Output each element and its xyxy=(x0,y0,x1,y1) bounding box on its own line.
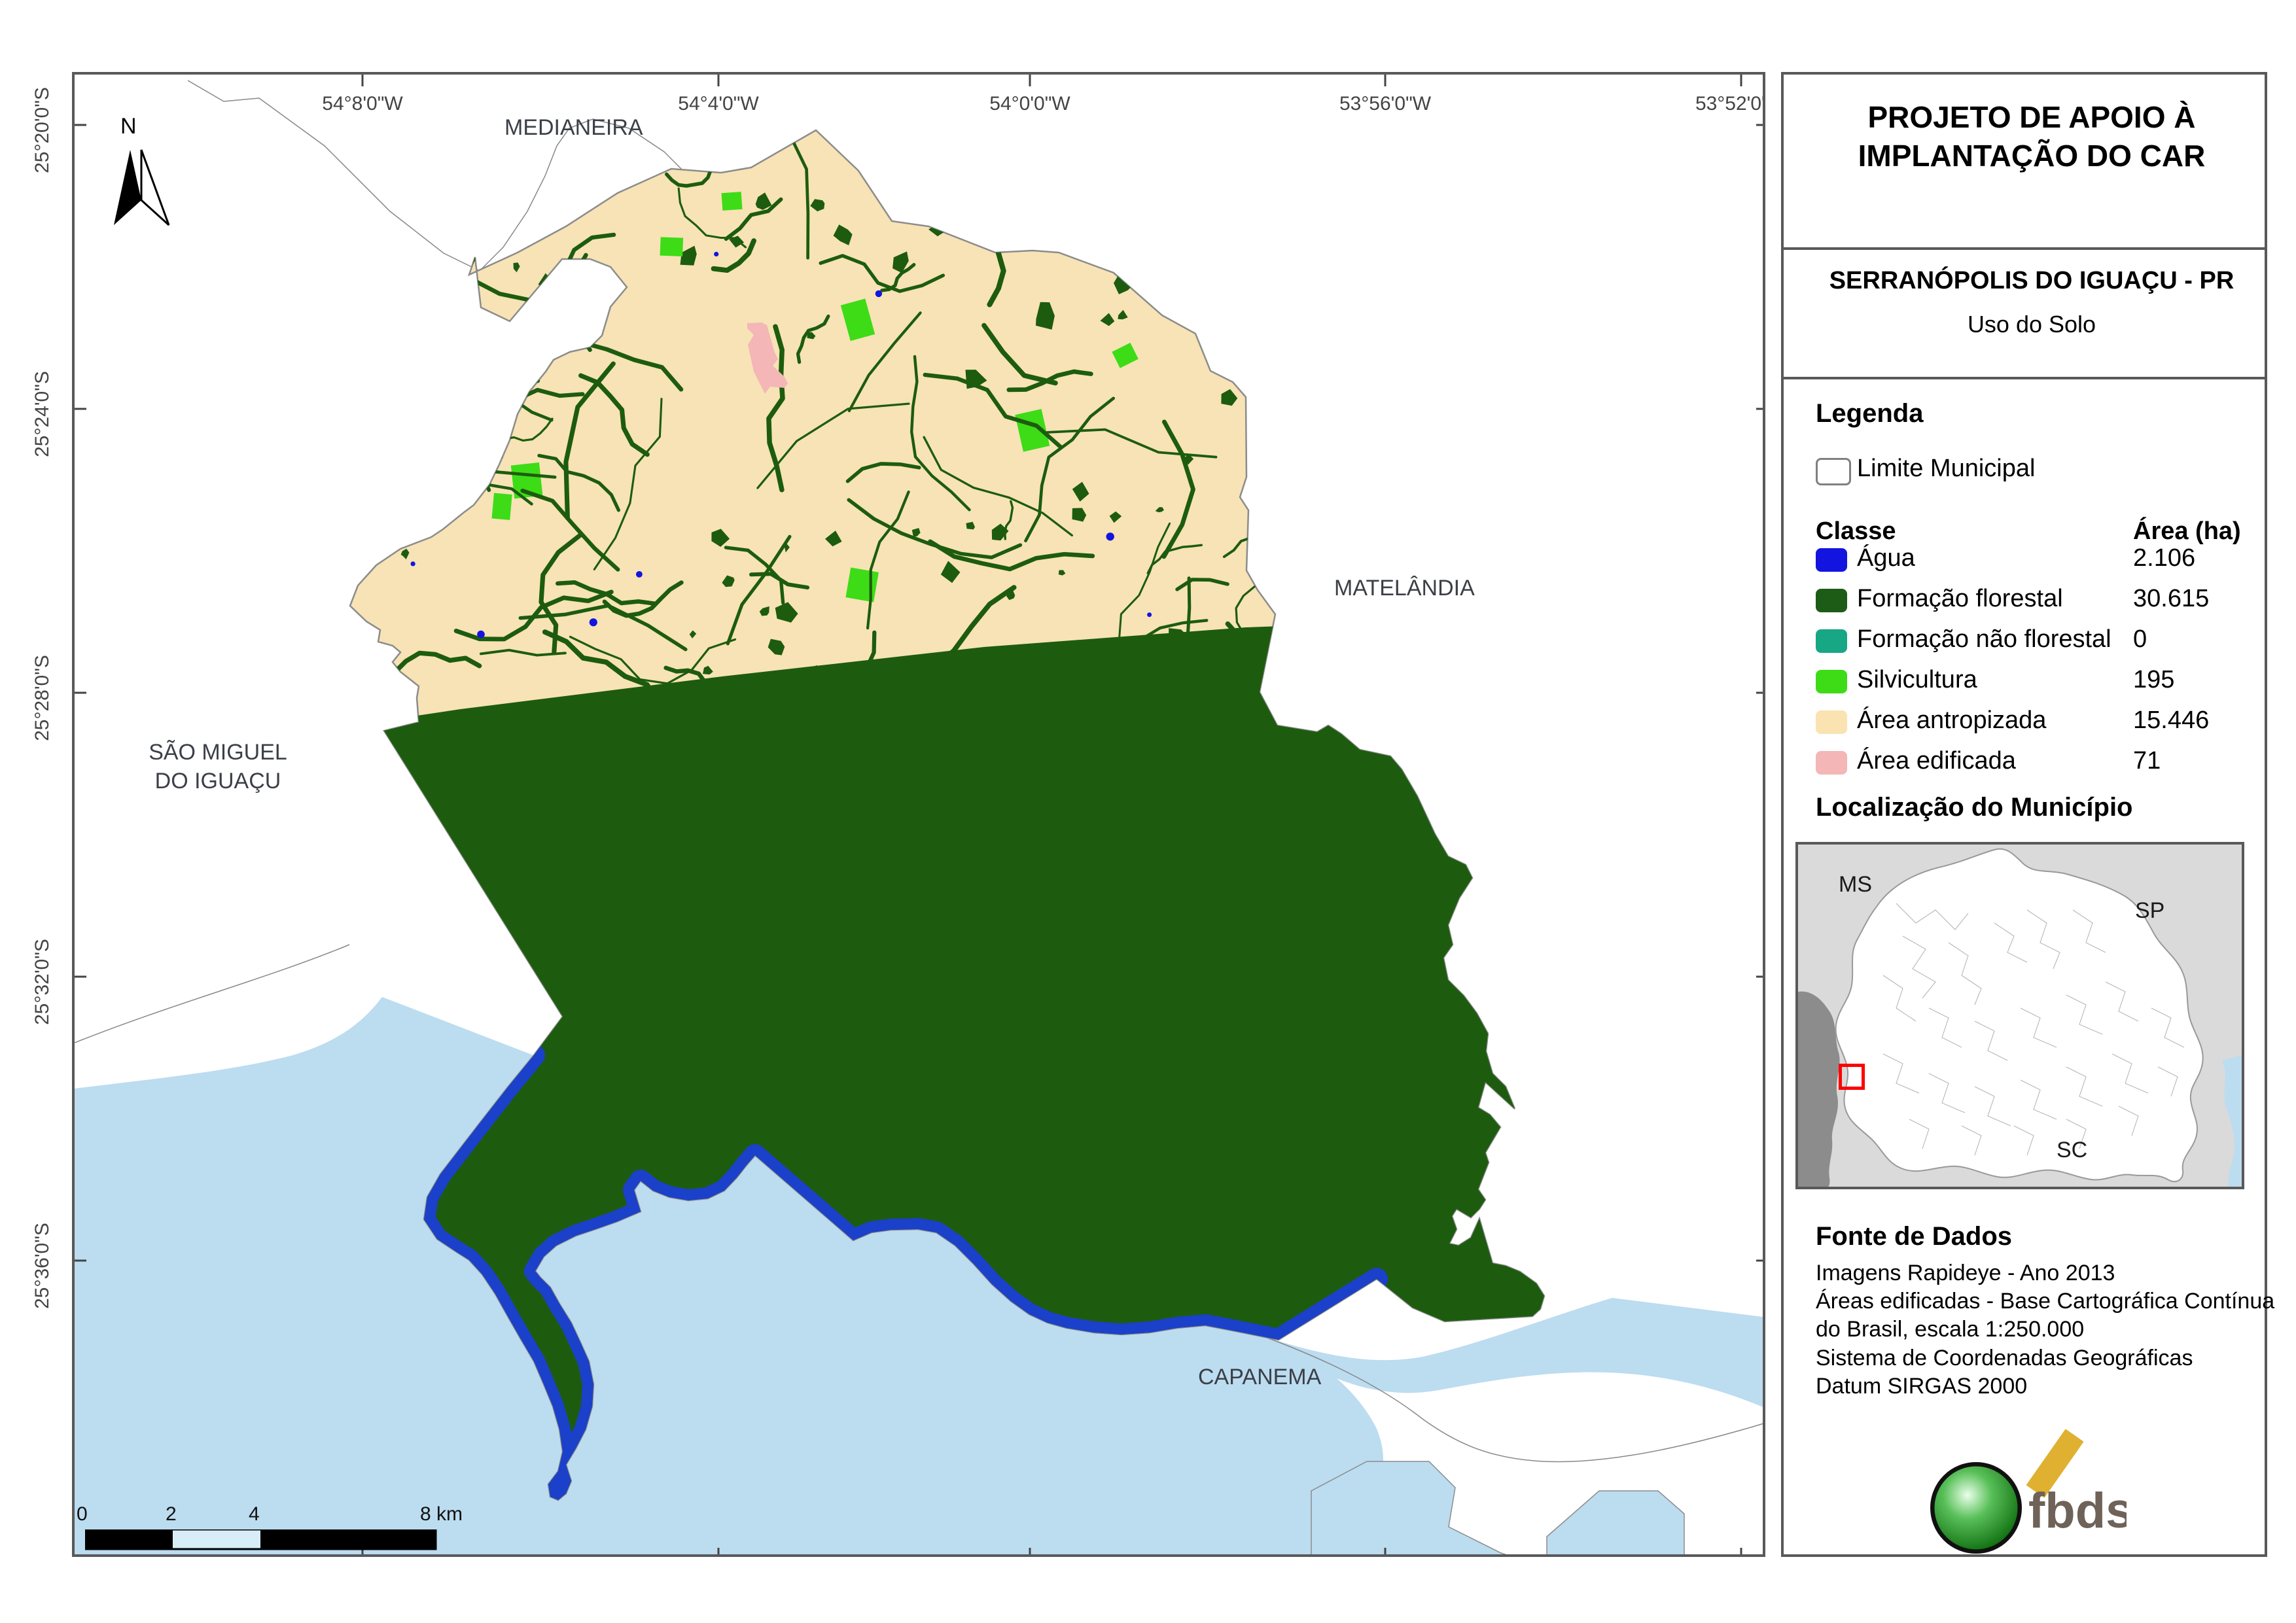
svg-text:N: N xyxy=(120,114,137,139)
svg-text:fbds: fbds xyxy=(2028,1483,2127,1539)
